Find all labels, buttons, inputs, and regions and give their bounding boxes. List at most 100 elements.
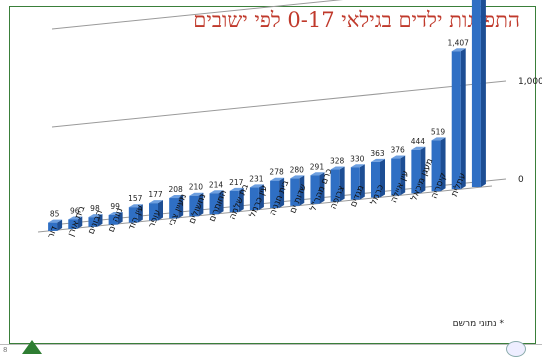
gridline (51, 80, 507, 128)
bar-side (117, 211, 123, 225)
data-label: 291 (310, 162, 325, 171)
data-label: 363 (370, 149, 385, 158)
bar (128, 207, 138, 223)
bar-top (391, 155, 406, 159)
bar-top (88, 214, 103, 218)
bar-top (270, 177, 285, 181)
bar-top (209, 190, 224, 194)
bar-side (400, 155, 406, 196)
bar-top (229, 187, 244, 191)
bar-side (258, 184, 264, 211)
data-label: 210 (189, 183, 204, 192)
bar-top (249, 184, 264, 188)
data-label: 96 (70, 206, 80, 215)
footnote: * נתוני מרשם (452, 319, 504, 329)
bar-top (451, 48, 466, 52)
bar-side (460, 48, 466, 190)
bar (471, 0, 481, 188)
data-label: 519 (431, 127, 446, 136)
bar-side (319, 172, 325, 204)
y-tick-label: 0 (518, 175, 524, 185)
page-number: 8 (3, 346, 8, 354)
bar-top (108, 211, 123, 215)
data-label: 328 (330, 157, 345, 166)
bar-side (77, 216, 83, 229)
bar-top (189, 192, 204, 196)
bar (209, 193, 219, 215)
bar (249, 187, 259, 211)
bar-side (339, 166, 345, 202)
data-label: 157 (128, 194, 143, 203)
chart-data-labels: 85 96 98 99 157 177 208 210 214 217 231 278 280 291 32… (50, 38, 469, 219)
bar (88, 217, 98, 227)
bar-side (299, 175, 305, 206)
bar-side (57, 219, 63, 231)
bar-side (158, 200, 163, 221)
bar (68, 219, 78, 229)
bar (451, 51, 461, 190)
bar (169, 198, 179, 219)
bar (270, 180, 280, 208)
data-label: 1,407 (447, 38, 469, 47)
data-label: 98 (90, 204, 100, 213)
logo-icon (22, 340, 42, 354)
bar (411, 149, 421, 194)
data-label: 376 (391, 146, 406, 155)
bar (371, 161, 380, 198)
bar (48, 222, 58, 231)
bar-side (480, 0, 486, 188)
bar-top (330, 166, 345, 170)
bar-side (137, 204, 143, 223)
data-label: 280 (290, 165, 305, 174)
bar (189, 195, 199, 217)
bottom-bar (0, 344, 542, 357)
bar (330, 169, 340, 202)
bar (310, 175, 320, 204)
data-label: 214 (209, 180, 224, 189)
data-label: 177 (148, 190, 163, 199)
data-label: 278 (269, 168, 284, 177)
bar-top (68, 216, 83, 220)
bar-side (238, 187, 244, 213)
bar-side (198, 192, 204, 217)
bar-top (169, 195, 184, 199)
slide-title: התפלגות ילדים בגילאי 0-17 לפי ישובים (193, 8, 520, 32)
bar (108, 214, 118, 225)
bar (431, 140, 441, 192)
bar-top (411, 146, 426, 150)
data-label: 231 (249, 174, 264, 183)
data-label: 99 (110, 202, 120, 211)
category-label: דור (46, 225, 60, 240)
bar-side (440, 137, 446, 192)
bar-top (350, 164, 365, 168)
bar-side (97, 214, 103, 227)
bar (229, 190, 239, 213)
y-axis-ticks: 01,0002,0003,000 (518, 77, 542, 185)
bar-top (371, 158, 385, 162)
data-label: 444 (411, 137, 426, 146)
bar-side (178, 195, 184, 219)
bar-top (128, 204, 143, 208)
bar-side (359, 164, 365, 200)
bar-top (149, 200, 163, 204)
seal-icon (506, 341, 526, 357)
bar-side (218, 190, 224, 215)
data-label: 330 (350, 154, 365, 163)
bar (149, 203, 158, 221)
chart-bars (48, 0, 486, 231)
bar (290, 178, 300, 206)
bar-top (48, 219, 63, 223)
bar-top (431, 137, 446, 141)
data-label: 85 (50, 210, 60, 219)
bar-side (279, 177, 285, 208)
gridline (51, 0, 344, 30)
y-tick-label: 1,000 (518, 77, 542, 87)
data-label: 217 (229, 178, 244, 187)
slide-frame (9, 6, 536, 344)
bar-top (290, 175, 305, 179)
bar-top (310, 172, 325, 176)
bar-side (420, 146, 426, 194)
bar-side (380, 158, 385, 198)
